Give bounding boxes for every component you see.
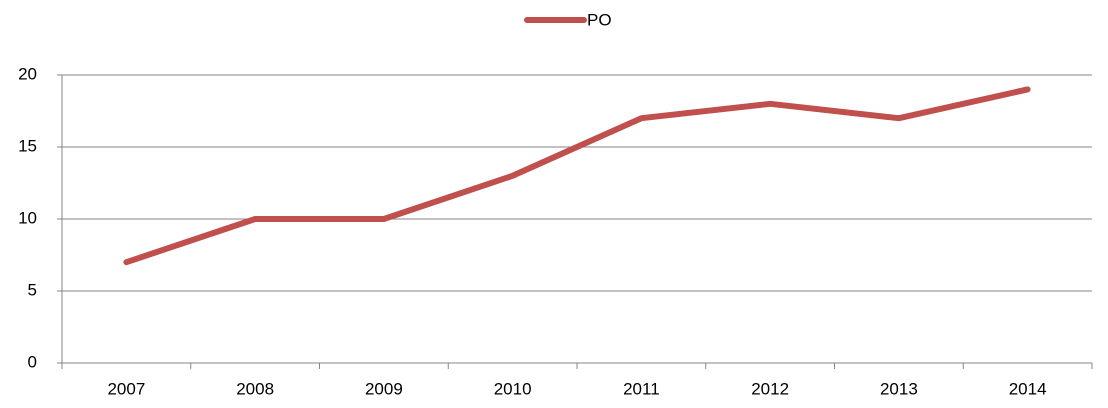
x-tick-label: 2013: [880, 379, 918, 398]
x-tick-label: 2008: [236, 379, 274, 398]
y-tick-label: 5: [28, 280, 37, 299]
data-line: [123, 86, 1031, 266]
x-tick-label: 2007: [107, 379, 145, 398]
y-tick-label: 10: [18, 208, 37, 227]
y-tick-label: 15: [18, 136, 37, 155]
x-tick-label: 2012: [751, 379, 789, 398]
x-tick-label: 2010: [494, 379, 532, 398]
x-tick-label: 2011: [623, 379, 660, 398]
x-tick-label: 2009: [365, 379, 403, 398]
y-tick-label: 20: [18, 64, 37, 83]
x-tick-label: 2014: [1009, 379, 1047, 398]
legend-label: PO: [587, 10, 612, 29]
y-tick-label: 0: [28, 352, 37, 371]
